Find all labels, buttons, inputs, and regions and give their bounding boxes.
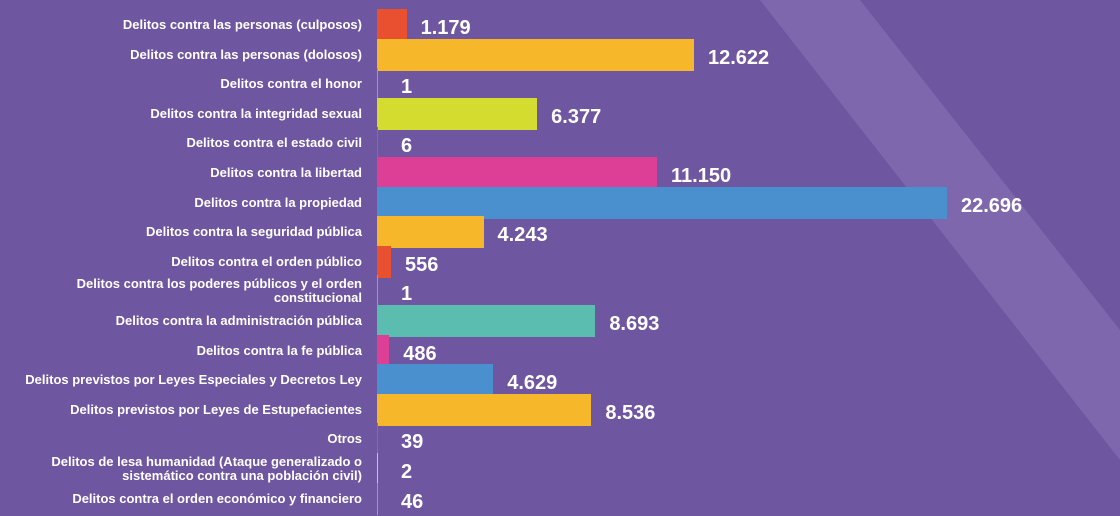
value-label: 2	[401, 460, 413, 483]
bar	[377, 482, 379, 515]
category-label: Delitos contra los poderes públicos y el…	[76, 276, 362, 306]
category-label: Delitos contra las personas (dolosos)	[130, 46, 362, 62]
bar	[377, 9, 407, 41]
value-label: 46	[401, 490, 424, 513]
value-label: 1	[401, 76, 413, 99]
bar	[377, 334, 390, 367]
bar	[377, 305, 596, 337]
category-label: Delitos previstos por Leyes Especiales y…	[25, 372, 362, 388]
value-label: 6.377	[551, 105, 602, 128]
value-label: 1.179	[420, 16, 471, 39]
category-label: Otros	[327, 431, 362, 447]
category-label: Delitos contra el honor	[220, 76, 362, 92]
value-label: 4.629	[507, 372, 558, 395]
category-label: Delitos contra la administración pública	[115, 313, 362, 328]
category-label: Delitos contra la propiedad	[194, 194, 362, 210]
bar	[377, 245, 391, 278]
bar	[377, 68, 378, 101]
bar	[377, 453, 378, 485]
value-label: 11.150	[671, 164, 732, 187]
value-label: 12.622	[707, 46, 770, 69]
value-label: 22.696	[961, 194, 1023, 217]
value-label: 1	[401, 283, 413, 306]
category-label: Delitos contra la libertad	[210, 165, 362, 180]
bar	[377, 97, 538, 130]
bar	[377, 157, 658, 189]
category-label: Delitos contra el orden económico y fina…	[72, 490, 362, 506]
value-label: 8.693	[609, 312, 660, 335]
category-label: Delitos contra el orden público	[171, 253, 362, 269]
bar	[377, 423, 378, 456]
bar	[377, 186, 947, 219]
category-label: Delitos de lesa humanidad (Ataque genera…	[51, 454, 362, 483]
category-label: Delitos contra la integridad sexual	[150, 105, 362, 121]
value-label: 39	[401, 431, 424, 454]
value-label: 556	[404, 253, 439, 276]
value-label: 4.243	[497, 224, 548, 247]
category-label: Delitos previstos por Leyes de Estupefac…	[70, 401, 362, 417]
value-label: 6	[401, 135, 413, 158]
bar	[377, 127, 378, 160]
bar	[377, 275, 378, 308]
category-label: Delitos contra la seguridad pública	[146, 224, 362, 240]
category-label: Delitos contra la fe pública	[196, 342, 362, 358]
bar	[377, 364, 494, 397]
bar	[377, 216, 484, 249]
value-label: 486	[403, 342, 437, 365]
value-label: 8.536	[605, 401, 656, 424]
bar	[377, 38, 694, 71]
category-label: Delitos contra las personas (culposos)	[122, 17, 362, 32]
category-label: Delitos contra el estado civil	[186, 135, 362, 151]
bar	[377, 393, 592, 426]
